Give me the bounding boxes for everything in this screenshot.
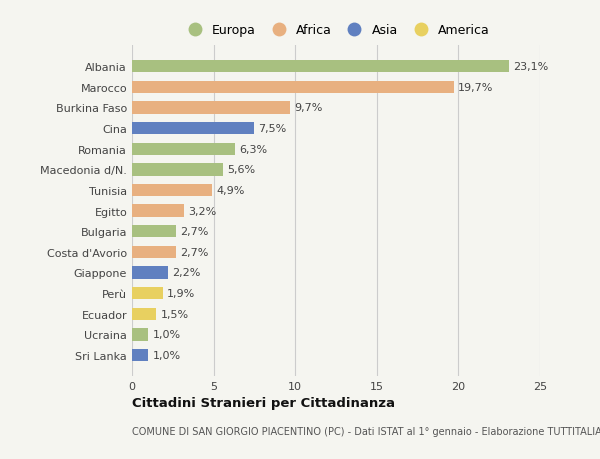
Text: 23,1%: 23,1% bbox=[513, 62, 548, 72]
Text: 2,7%: 2,7% bbox=[180, 247, 209, 257]
Text: 1,9%: 1,9% bbox=[167, 288, 196, 298]
Text: 1,0%: 1,0% bbox=[152, 330, 181, 340]
Bar bbox=[132, 61, 509, 73]
Text: COMUNE DI SAN GIORGIO PIACENTINO (PC) - Dati ISTAT al 1° gennaio - Elaborazione : COMUNE DI SAN GIORGIO PIACENTINO (PC) - … bbox=[132, 426, 600, 436]
Bar bbox=[132, 143, 235, 156]
Bar bbox=[132, 82, 454, 94]
Text: 2,7%: 2,7% bbox=[180, 227, 209, 237]
Text: 1,0%: 1,0% bbox=[152, 350, 181, 360]
Bar bbox=[132, 205, 184, 217]
Bar bbox=[132, 308, 157, 320]
Text: 3,2%: 3,2% bbox=[188, 206, 217, 216]
Bar bbox=[132, 102, 290, 114]
Bar bbox=[132, 267, 168, 279]
Text: 19,7%: 19,7% bbox=[458, 83, 493, 93]
Bar bbox=[132, 123, 254, 135]
Text: 2,2%: 2,2% bbox=[172, 268, 200, 278]
Text: 1,5%: 1,5% bbox=[161, 309, 188, 319]
Bar bbox=[132, 246, 176, 258]
Bar bbox=[132, 287, 163, 300]
Bar bbox=[132, 164, 223, 176]
Bar bbox=[132, 185, 212, 197]
Bar bbox=[132, 329, 148, 341]
Text: 9,7%: 9,7% bbox=[295, 103, 323, 113]
Text: 4,9%: 4,9% bbox=[216, 185, 244, 196]
Text: Cittadini Stranieri per Cittadinanza: Cittadini Stranieri per Cittadinanza bbox=[132, 396, 395, 409]
Text: 5,6%: 5,6% bbox=[227, 165, 256, 175]
Text: 7,5%: 7,5% bbox=[259, 124, 287, 134]
Text: 6,3%: 6,3% bbox=[239, 145, 267, 154]
Bar bbox=[132, 349, 148, 361]
Legend: Europa, Africa, Asia, America: Europa, Africa, Asia, America bbox=[177, 19, 495, 42]
Bar bbox=[132, 225, 176, 238]
